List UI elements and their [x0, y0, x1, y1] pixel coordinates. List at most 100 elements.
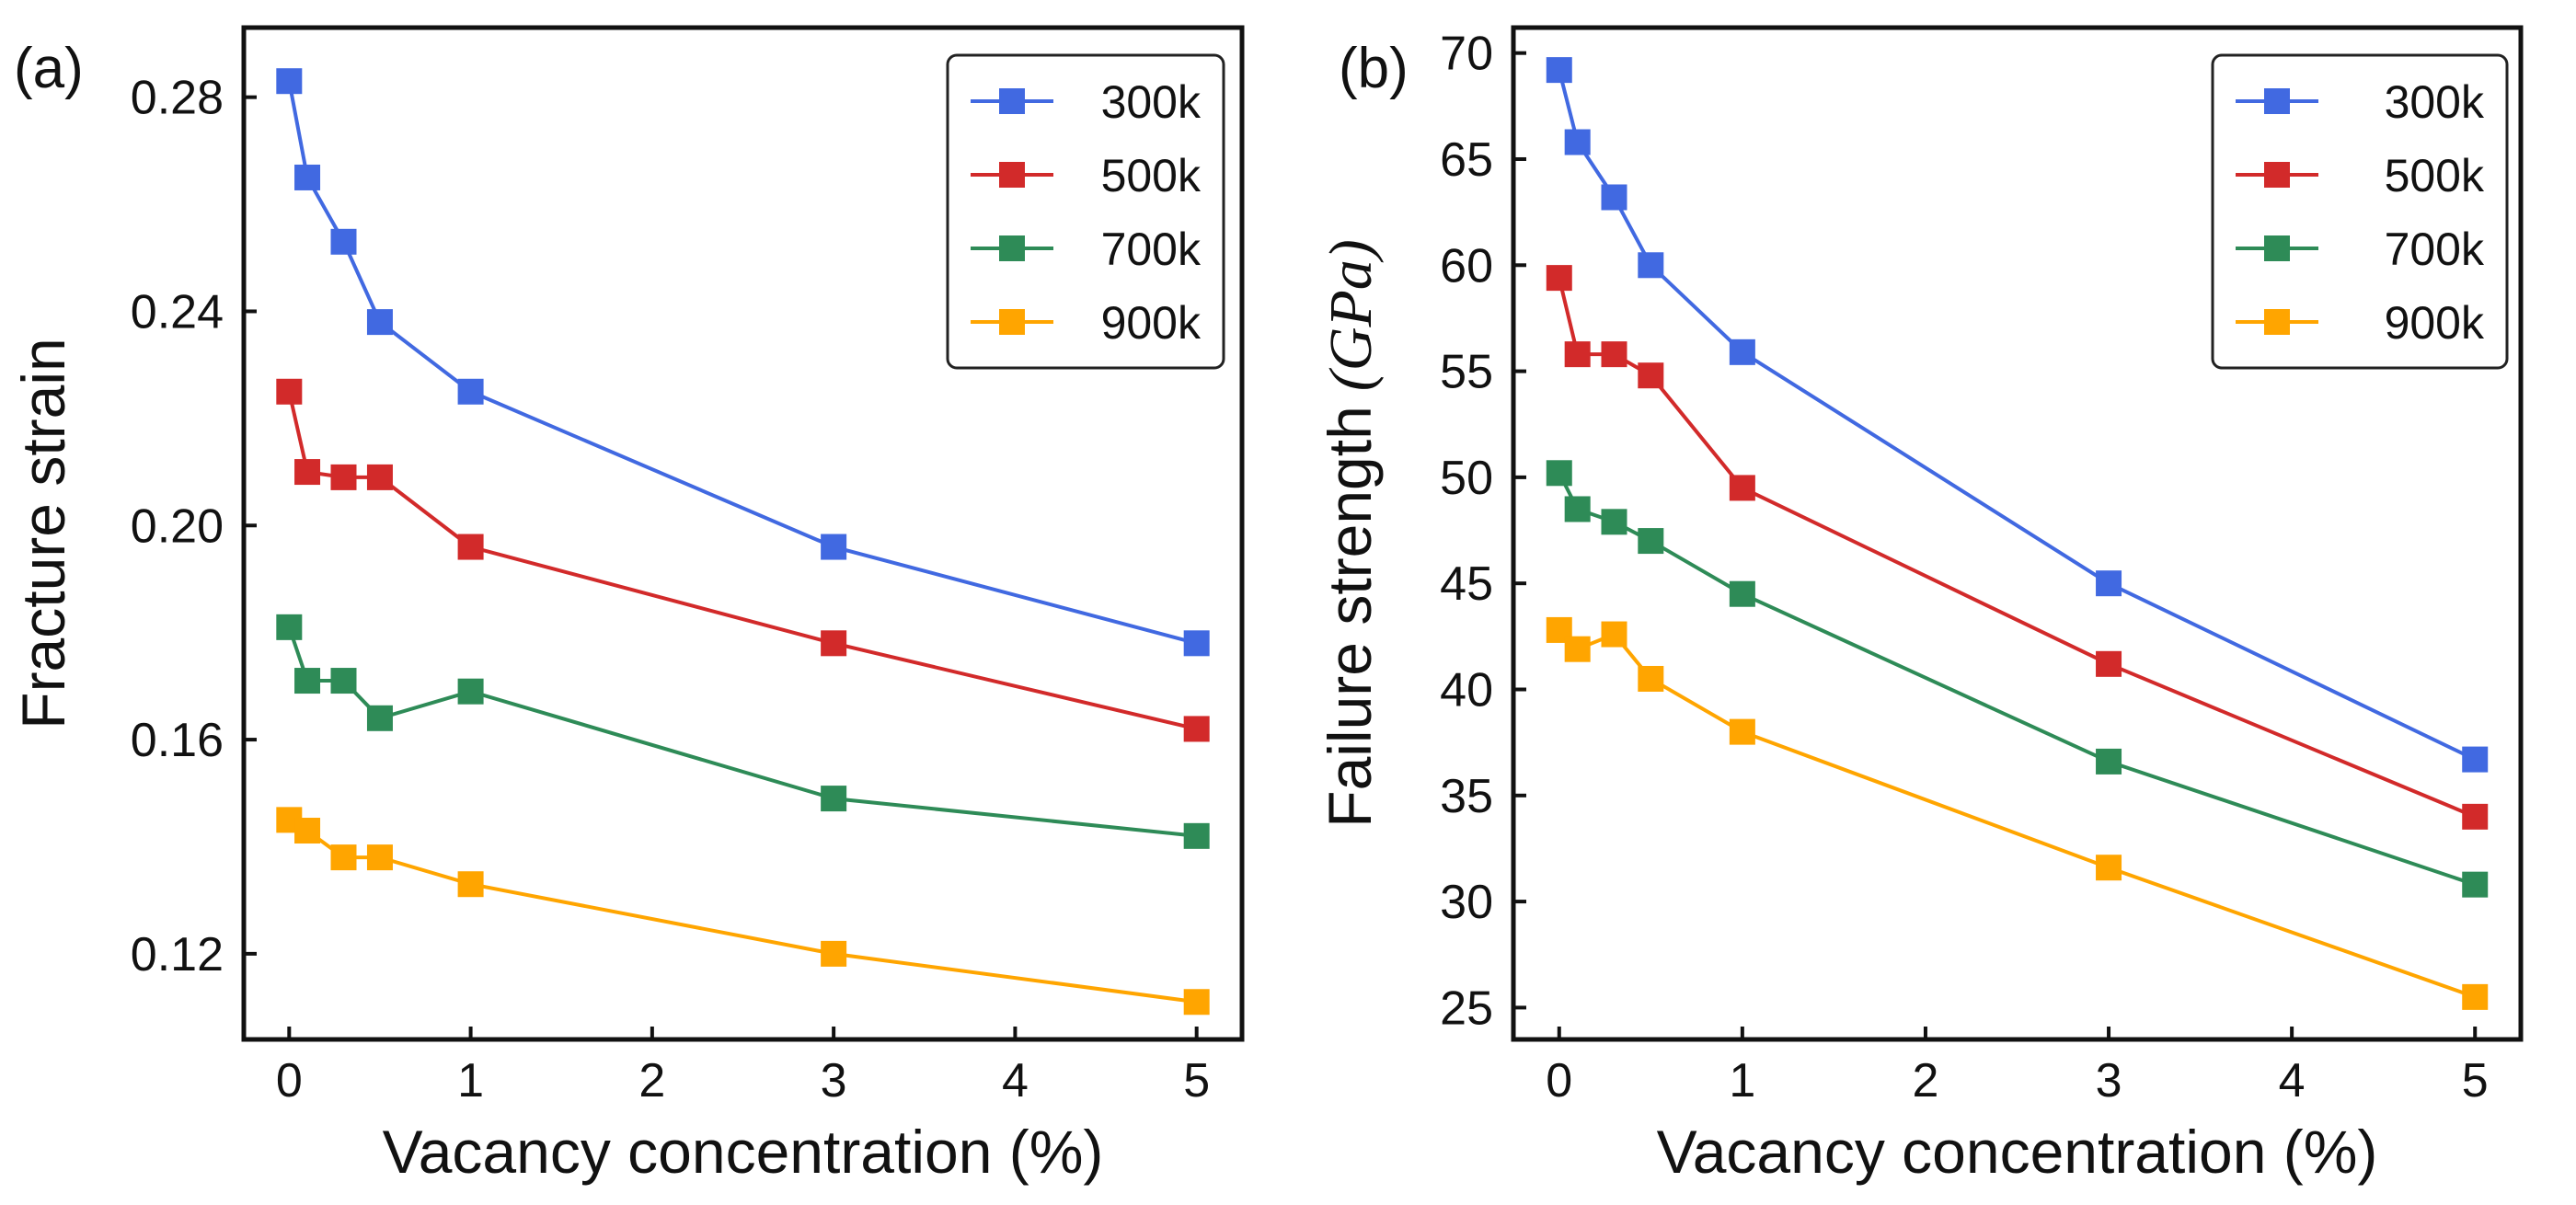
- legend-marker-500k: [999, 162, 1025, 188]
- y-tick-label: 50: [1440, 452, 1493, 505]
- data-point-900k-6: [2462, 983, 2489, 1010]
- legend-label-500k: 500k: [2385, 150, 2485, 201]
- data-point-300k-3: [1638, 252, 1664, 279]
- data-point-500k-0: [276, 378, 303, 405]
- data-point-300k-6: [2462, 746, 2489, 773]
- data-point-500k-1: [294, 459, 321, 486]
- y-tick-label: 0.24: [131, 285, 224, 339]
- y-tick-label: 25: [1440, 981, 1493, 1035]
- data-point-300k-4: [1729, 339, 1755, 365]
- y-tick-label: 35: [1440, 770, 1493, 823]
- legend-label-900k: 900k: [2385, 297, 2485, 349]
- y-axis-unit: (GPa): [1317, 239, 1385, 391]
- y-tick-label: 0.28: [131, 72, 224, 125]
- series-700k: [1546, 460, 2489, 898]
- data-point-900k-2: [330, 844, 357, 871]
- data-point-500k-5: [821, 630, 847, 657]
- data-point-900k-5: [821, 940, 847, 967]
- legend-box: [2211, 53, 2509, 370]
- series-line-900k: [288, 818, 1197, 1004]
- x-tick-label: 1: [1729, 1054, 1755, 1107]
- legend: 300k 500k 700k 900k: [946, 53, 1225, 370]
- data-point-500k-4: [457, 534, 484, 560]
- series-700k: [276, 614, 1210, 849]
- data-point-500k-6: [2462, 803, 2489, 830]
- axes-frame: [241, 25, 1245, 1042]
- data-point-700k-6: [2462, 871, 2489, 898]
- y-tick-label: 65: [1440, 133, 1493, 187]
- data-point-900k-3: [1638, 665, 1664, 692]
- data-point-300k-6: [1183, 630, 1210, 657]
- legend-label-500k: 500k: [1101, 150, 1202, 201]
- y-tick-label: 60: [1440, 239, 1493, 293]
- data-point-300k-5: [2096, 570, 2122, 597]
- data-point-700k-5: [821, 786, 847, 812]
- data-point-700k-0: [1546, 460, 1572, 487]
- x-tick-label: 3: [821, 1054, 847, 1107]
- legend-label-300k: 300k: [2385, 76, 2485, 128]
- y-tick-label: 0.16: [131, 714, 224, 767]
- legend-marker-300k: [999, 88, 1025, 114]
- data-point-700k-4: [457, 678, 484, 705]
- data-point-300k-0: [276, 68, 303, 95]
- data-point-500k-2: [330, 464, 357, 490]
- data-point-700k-4: [1729, 580, 1755, 607]
- data-point-700k-1: [1564, 496, 1591, 522]
- legend-marker-700k: [999, 235, 1025, 261]
- legend-label-900k: 900k: [1101, 297, 1202, 349]
- data-point-500k-3: [1638, 362, 1664, 389]
- data-point-700k-2: [330, 668, 357, 694]
- data-point-300k-2: [330, 228, 357, 255]
- x-axis-label: Vacancy concentration (%): [383, 1118, 1104, 1186]
- data-point-900k-1: [294, 818, 321, 844]
- data-point-900k-1: [1564, 636, 1591, 662]
- y-axis-label: Fracture strain: [9, 338, 77, 729]
- data-point-700k-3: [366, 705, 393, 731]
- data-point-700k-1: [294, 668, 321, 694]
- data-point-900k-5: [2096, 855, 2122, 881]
- legend-marker-300k: [2264, 88, 2290, 114]
- series-line-900k: [1558, 628, 2476, 999]
- x-tick-label: 3: [2096, 1054, 2122, 1107]
- data-point-900k-3: [366, 844, 393, 871]
- series-300k: [276, 68, 1210, 657]
- y-tick-label: 0.20: [131, 499, 224, 553]
- data-point-500k-0: [1546, 265, 1572, 292]
- y-axis-label: Failure strength(GPa): [1316, 239, 1385, 828]
- series-500k: [276, 378, 1210, 742]
- data-point-500k-4: [1729, 475, 1755, 501]
- y-tick-label: 55: [1440, 346, 1493, 399]
- data-point-700k-3: [1638, 528, 1664, 555]
- data-point-900k-2: [1601, 621, 1627, 648]
- data-point-700k-5: [2096, 748, 2122, 775]
- legend: 300k 500k 700k 900k: [2211, 53, 2509, 370]
- panel-label: (a): [14, 37, 84, 100]
- data-point-300k-1: [1564, 129, 1591, 155]
- data-point-900k-4: [457, 871, 484, 898]
- series-900k: [276, 807, 1210, 1016]
- x-tick-label: 4: [2279, 1054, 2306, 1107]
- y-tick-label: 30: [1440, 876, 1493, 929]
- data-point-900k-4: [1729, 718, 1755, 745]
- data-point-500k-3: [366, 464, 393, 490]
- data-point-500k-1: [1564, 341, 1591, 368]
- series-300k: [1546, 57, 2489, 773]
- data-point-500k-6: [1183, 716, 1210, 742]
- data-point-300k-1: [294, 164, 321, 190]
- panel-label: (b): [1339, 37, 1409, 100]
- data-point-700k-2: [1601, 509, 1627, 535]
- y-tick-label: 40: [1440, 663, 1493, 717]
- x-tick-label: 0: [1546, 1054, 1572, 1107]
- data-point-300k-3: [366, 309, 393, 336]
- y-tick-label: 70: [1440, 28, 1493, 81]
- x-tick-label: 2: [638, 1054, 665, 1107]
- series-500k: [1546, 265, 2489, 830]
- axes-frame: [1511, 25, 2524, 1042]
- legend-marker-900k: [2264, 309, 2290, 335]
- x-tick-label: 2: [1912, 1054, 1938, 1107]
- legend-label-700k: 700k: [1101, 224, 1202, 275]
- x-tick-label: 1: [457, 1054, 484, 1107]
- x-tick-label: 0: [276, 1054, 303, 1107]
- legend-marker-900k: [999, 309, 1025, 335]
